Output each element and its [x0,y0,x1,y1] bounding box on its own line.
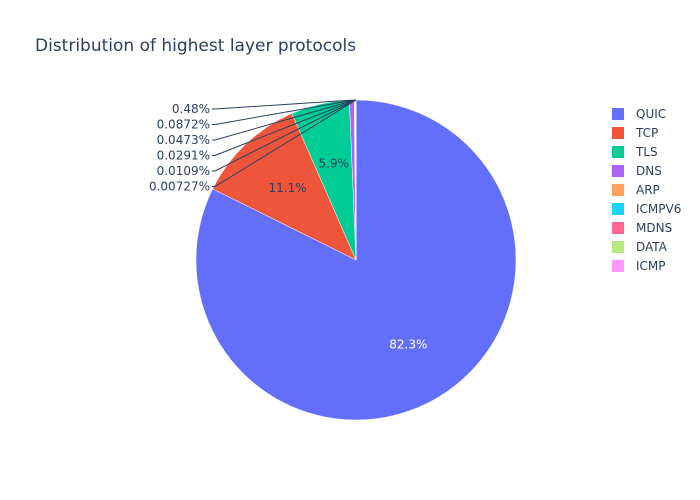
legend-label-tls: TLS [635,145,658,159]
legend-item-icmpv6[interactable]: ICMPV6 [612,202,681,216]
legend-label-icmpv6: ICMPV6 [636,202,681,216]
slice-label-mdns: 0.0291% [157,149,210,163]
legend-item-data[interactable]: DATA [612,240,668,254]
legend-item-arp[interactable]: ARP [612,183,660,197]
legend-item-icmp[interactable]: ICMP [612,259,666,273]
legend-swatch-tcp [612,127,624,139]
legend-item-mdns[interactable]: MDNS [612,221,672,235]
legend-swatch-quic [612,108,624,120]
legend-item-dns[interactable]: DNS [612,164,662,178]
legend-item-quic[interactable]: QUIC [612,107,666,121]
slice-label-data: 0.0109% [157,164,210,178]
slice-label-quic: 82.3% [389,337,427,351]
legend-swatch-dns [612,165,624,177]
legend-label-tcp: TCP [635,126,658,140]
leader-line-arp [212,99,355,125]
legend-label-arp: ARP [636,183,660,197]
slice-label-dns: 0.48% [172,102,210,116]
pie-slices [195,99,517,421]
leader-line-icmp [212,99,357,187]
slice-label-arp: 0.0872% [157,118,210,132]
slice-label-icmpv6: 0.0473% [157,133,210,147]
legend-label-icmp: ICMP [636,259,666,273]
leader-line-icmpv6 [212,99,356,141]
leader-line-dns [212,99,352,110]
legend-label-mdns: MDNS [636,221,672,235]
slice-label-tcp: 11.1% [269,181,307,195]
legend-swatch-tls [612,146,624,158]
legend-swatch-arp [612,184,624,196]
pie-slice-tcp[interactable] [212,113,357,261]
pie-labels: 82.3% 11.1% 5.9% 0.48% 0.0872%0.0473% 0.0291%… [149,99,427,351]
legend-label-dns: DNS [636,164,662,178]
legend-swatch-icmp [612,260,624,272]
slice-label-icmp: 0.00727% [149,180,210,194]
leader-line-data [212,99,357,172]
legend-label-data: DATA [636,240,668,254]
legend-swatch-data [612,241,624,253]
chart-title: Distribution of highest layer protocols [35,36,356,56]
slice-label-tls: 5.9% [318,156,349,170]
legend-label-quic: QUIC [636,107,666,121]
legend-swatch-mdns [612,222,624,234]
leader-line-mdns [212,99,356,156]
legend-swatch-icmpv6 [612,203,624,215]
legend-item-tls[interactable]: TLS [612,145,658,159]
legend-item-tcp[interactable]: TCP [612,126,658,140]
legend[interactable]: QUIC TCP TLS DNS ARP ICMPV6 MDNS DATA ICMP [612,107,681,273]
